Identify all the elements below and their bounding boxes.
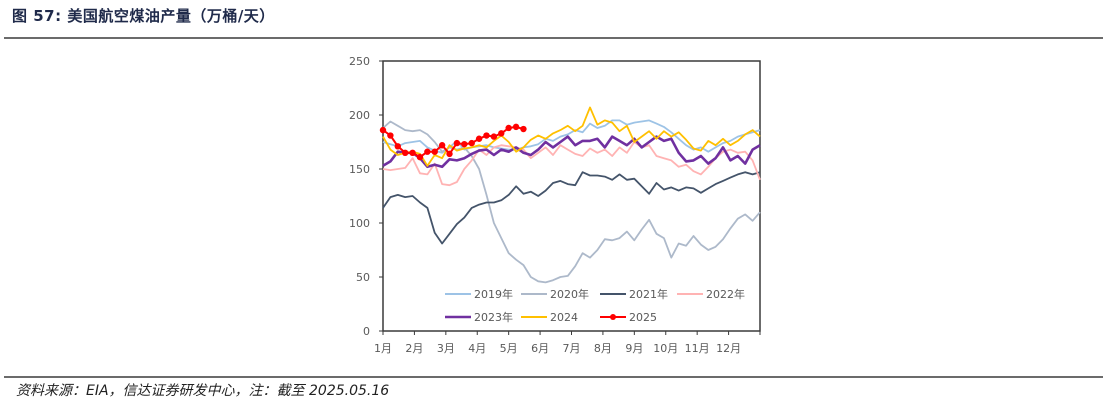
x-tick-label: 4月: [468, 342, 486, 355]
y-tick-label: 150: [349, 163, 370, 176]
legend-item: 2021年: [600, 287, 668, 301]
source-note: 资料来源：EIA，信达证券研发中心，注：截至 2025.05.16: [16, 383, 390, 399]
y-tick-label: 100: [349, 217, 370, 230]
legend-label: 2023年: [474, 310, 513, 324]
legend-item: 2025: [600, 311, 657, 324]
data-point: [416, 153, 424, 161]
data-point: [424, 148, 431, 155]
x-tick-label: 8月: [594, 342, 612, 355]
x-tick-label: 1月: [374, 342, 392, 355]
legend-label: 2022年: [706, 287, 745, 301]
data-point: [379, 126, 387, 134]
data-point: [438, 142, 446, 149]
bottom-divider: [4, 376, 1103, 378]
y-tick-label: 200: [349, 109, 370, 122]
series-2022年: [382, 141, 761, 187]
data-point: [505, 124, 512, 132]
legend-item: 2022年: [677, 287, 745, 301]
series-line: [382, 141, 761, 187]
legend-item: 2019年: [445, 287, 513, 301]
x-tick-label: 3月: [437, 342, 455, 355]
series-line: [382, 135, 761, 169]
legend-label: 2024: [550, 311, 578, 324]
legend-item: 2020年: [521, 287, 589, 301]
x-tick-label: 12月: [716, 342, 741, 355]
data-point: [520, 125, 527, 133]
x-tick-label: 10月: [653, 342, 678, 355]
data-point: [401, 149, 409, 156]
data-point: [483, 132, 490, 139]
legend-label: 2020年: [550, 287, 589, 301]
data-point: [490, 133, 498, 140]
series-line: [382, 171, 761, 245]
legend-item: 2024: [521, 311, 578, 324]
series-line: [382, 106, 761, 167]
series-2023年: [382, 135, 761, 169]
top-divider: [4, 37, 1103, 39]
data-point: [475, 135, 483, 142]
data-point: [409, 149, 416, 156]
y-tick-label: 0: [363, 325, 370, 338]
series-layer: [379, 106, 761, 284]
data-point: [394, 143, 401, 150]
x-tick-label: 11月: [685, 342, 710, 355]
chart-axes: 0 50 100 150 200 250 1月 2月 3月 4月 5月 6月 7月 8月 9月 10月 11月 1…: [349, 55, 761, 355]
data-point: [446, 150, 453, 158]
data-point: [461, 140, 468, 148]
series-2021年: [382, 171, 761, 245]
x-tick-label: 6月: [531, 342, 549, 355]
chart-legend: 2019年 2020年 2021年 2022年 2023年 2024 2025: [445, 287, 745, 324]
data-point: [468, 139, 475, 147]
data-point: [512, 123, 520, 131]
data-point: [498, 130, 505, 137]
figure-title: 图 57: 美国航空煤油产量（万桶/天）: [12, 7, 275, 25]
series-2025: [379, 123, 527, 161]
data-point: [453, 139, 461, 147]
legend-marker: [610, 314, 616, 320]
x-tick-label: 7月: [563, 342, 581, 355]
x-tick-label: 2月: [405, 342, 423, 355]
data-point: [431, 148, 438, 155]
y-tick-label: 250: [349, 55, 370, 68]
series-2024: [382, 106, 761, 167]
x-tick-label: 5月: [500, 342, 518, 355]
y-tick-label: 50: [356, 271, 370, 284]
legend-label: 2019年: [474, 287, 513, 301]
legend-label: 2021年: [629, 287, 668, 301]
x-tick-label: 9月: [625, 342, 643, 355]
data-point: [387, 132, 394, 139]
legend-label: 2025: [629, 311, 657, 324]
legend-item: 2023年: [445, 310, 513, 324]
